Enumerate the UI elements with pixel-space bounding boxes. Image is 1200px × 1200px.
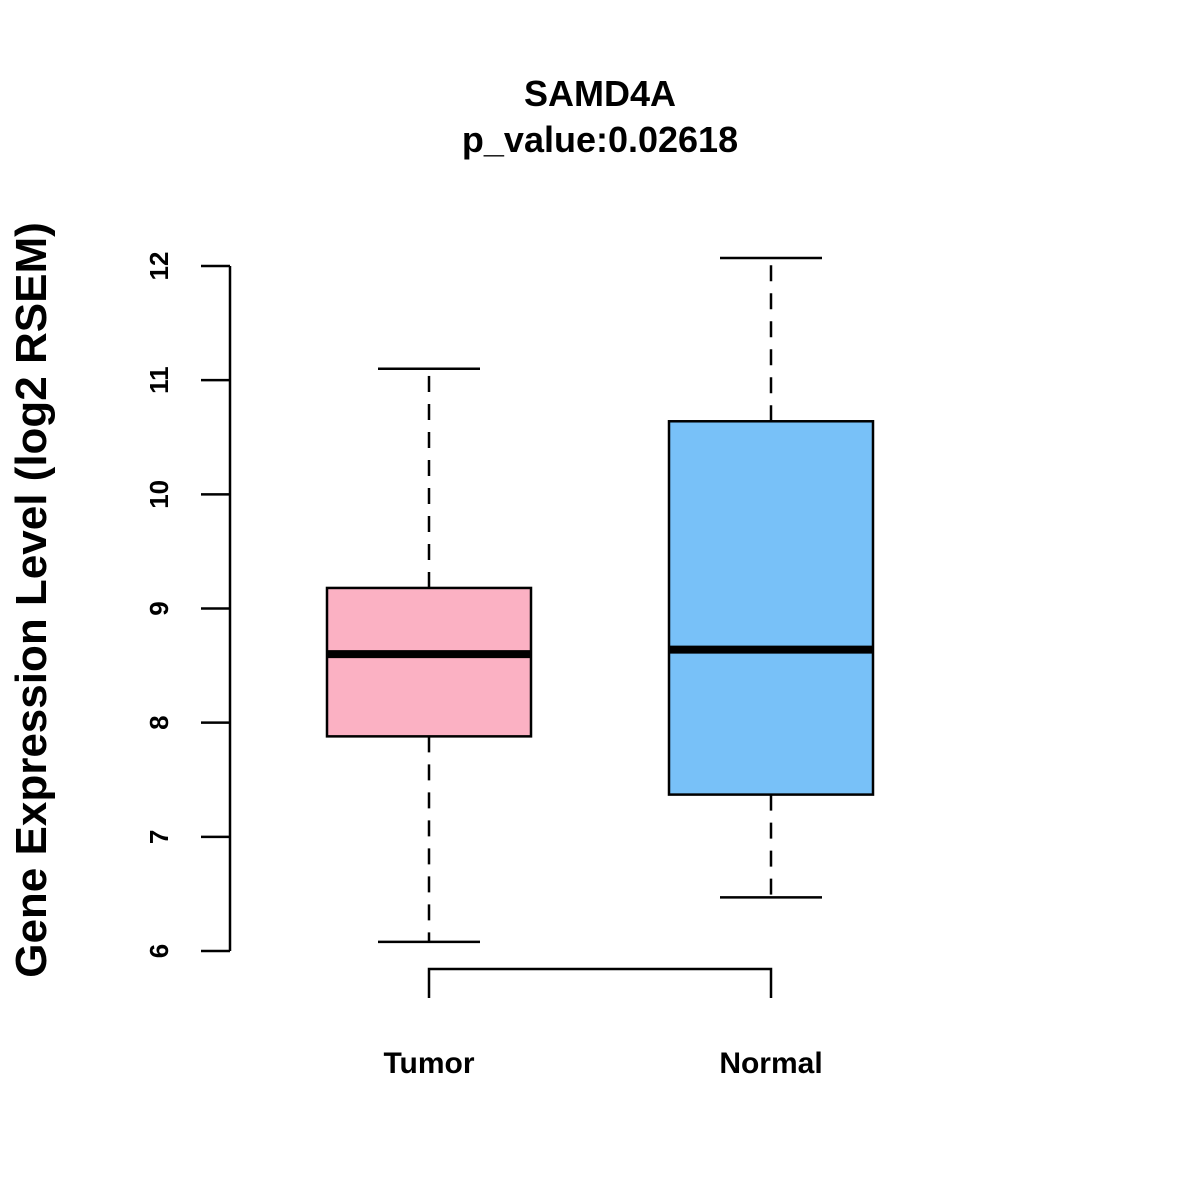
- x-label-normal: Normal: [719, 1047, 822, 1080]
- x-axis-labels: Tumor Normal: [383, 1047, 822, 1080]
- comparison-bracket: [427, 967, 773, 998]
- y-tick-label: 11: [144, 366, 174, 394]
- chart-subtitle: p_value:0.02618: [462, 119, 738, 160]
- tumor-box: [325, 586, 533, 738]
- x-label-tumor: Tumor: [383, 1047, 474, 1080]
- y-tick-label: 9: [144, 601, 174, 615]
- bracket-line: [427, 967, 773, 998]
- y-axis: 6 7 8 9 10 11 12: [144, 252, 232, 958]
- boxes-layer: [325, 256, 875, 944]
- chart-title: SAMD4A: [524, 73, 676, 114]
- y-tick-label: 8: [144, 715, 174, 729]
- normal-box: [667, 420, 875, 796]
- y-tick-label: 12: [144, 252, 174, 281]
- y-tick-label: 10: [144, 480, 174, 509]
- y-tick-label: 7: [144, 830, 174, 844]
- y-tick-label: 6: [144, 944, 174, 958]
- y-axis-label: Gene Expression Level (log2 RSEM): [7, 222, 56, 978]
